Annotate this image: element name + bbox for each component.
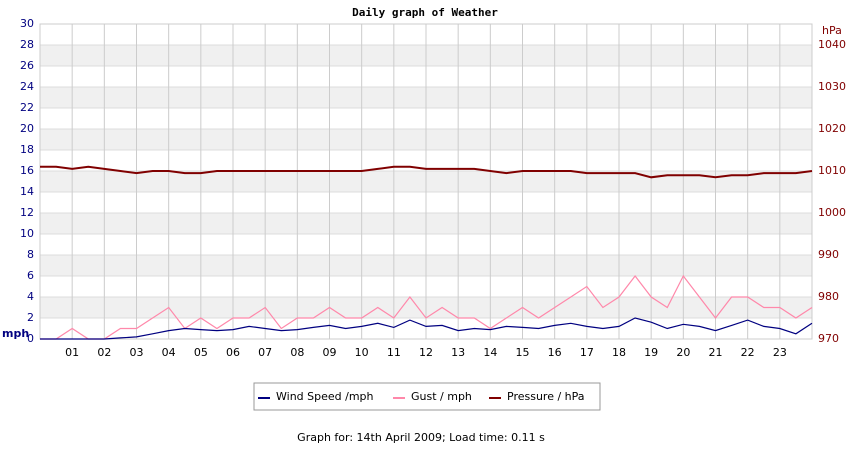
x-tick-label: 14 [483, 346, 497, 359]
x-tick-label: 08 [290, 346, 304, 359]
y-tick-label: 22 [20, 101, 34, 114]
legend-label: Pressure / hPa [507, 390, 585, 403]
y2-tick-label: 1010 [818, 164, 846, 177]
x-tick-label: 05 [194, 346, 208, 359]
x-tick-label: 19 [644, 346, 658, 359]
y-tick-label: 30 [20, 17, 34, 30]
x-tick-label: 09 [323, 346, 337, 359]
legend-label: Wind Speed /mph [276, 390, 374, 403]
legend-box [253, 382, 601, 411]
y2-tick-label: 970 [818, 332, 839, 345]
y-tick-label: 14 [20, 185, 34, 198]
y2-tick-label: 1040 [818, 38, 846, 51]
x-tick-label: 15 [516, 346, 530, 359]
y2-tick-label: 1030 [818, 80, 846, 93]
x-tick-label: 12 [419, 346, 433, 359]
x-tick-label: 07 [258, 346, 272, 359]
series-line [40, 165, 813, 179]
y-tick-label: 28 [20, 38, 34, 51]
x-tick-label: 21 [709, 346, 723, 359]
x-tick-label: 06 [226, 346, 240, 359]
y-tick-label: 18 [20, 143, 34, 156]
series-line [40, 274, 813, 340]
legend-label: Gust / mph [411, 390, 472, 403]
y2-tick-label: 1020 [818, 122, 846, 135]
x-tick-label: 04 [162, 346, 176, 359]
x-tick-label: 13 [451, 346, 465, 359]
y-tick-label: 8 [27, 248, 34, 261]
x-tick-label: 01 [65, 346, 79, 359]
x-tick-label: 11 [387, 346, 401, 359]
y-tick-label: 10 [20, 227, 34, 240]
x-tick-label: 18 [612, 346, 626, 359]
y2-tick-label: 990 [818, 248, 839, 261]
y-axis-label: mph [2, 327, 29, 340]
y-tick-label: 4 [27, 290, 34, 303]
x-tick-label: 10 [355, 346, 369, 359]
grid [40, 23, 812, 340]
y-tick-label: 16 [20, 164, 34, 177]
x-tick-label: 20 [676, 346, 690, 359]
y-tick-label: 24 [20, 80, 34, 93]
y-tick-label: 0 [27, 332, 34, 345]
x-tick-label: 03 [130, 346, 144, 359]
y2-tick-label: 980 [818, 290, 839, 303]
y-tick-label: 6 [27, 269, 34, 282]
footer: Graph for: 14th April 2009; Load time: 0… [297, 431, 545, 444]
chart-title: Daily graph of Weather [352, 6, 498, 19]
y2-tick-label: 1000 [818, 206, 846, 219]
x-tick-label: 17 [580, 346, 594, 359]
y-tick-label: 26 [20, 59, 34, 72]
series-line [40, 317, 813, 340]
y2-axis-label: hPa [822, 24, 842, 37]
x-tick-label: 22 [741, 346, 755, 359]
y-tick-label: 2 [27, 311, 34, 324]
plot-border [39, 23, 813, 340]
x-tick-label: 02 [97, 346, 111, 359]
x-tick-label: 23 [773, 346, 787, 359]
y-tick-label: 12 [20, 206, 34, 219]
y-tick-label: 20 [20, 122, 34, 135]
x-tick-label: 16 [548, 346, 562, 359]
